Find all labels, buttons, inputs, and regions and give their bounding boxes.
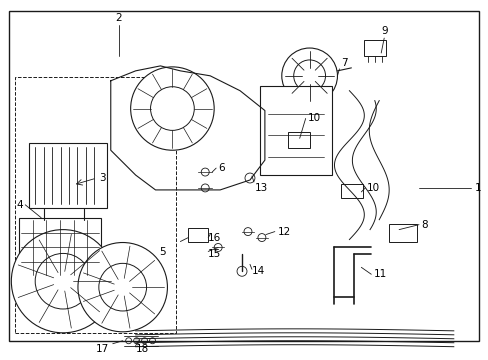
Bar	[260, 86, 331, 175]
Text: 13: 13	[254, 183, 267, 193]
Bar	[15, 77, 176, 333]
Text: 9: 9	[380, 26, 386, 36]
Text: 4: 4	[17, 200, 23, 210]
Bar	[19, 218, 101, 277]
Bar	[341, 184, 363, 198]
Circle shape	[244, 173, 254, 183]
Text: 14: 14	[251, 266, 264, 276]
Text: 8: 8	[420, 220, 427, 230]
Text: 3: 3	[99, 173, 105, 183]
Circle shape	[201, 168, 209, 176]
Text: 1: 1	[474, 183, 480, 193]
Text: 5: 5	[159, 247, 165, 257]
Bar	[364, 40, 386, 56]
Bar	[388, 224, 416, 242]
Text: 17: 17	[96, 344, 109, 354]
Text: 15: 15	[208, 249, 221, 260]
Circle shape	[11, 230, 115, 333]
Circle shape	[78, 243, 167, 332]
Circle shape	[201, 184, 209, 192]
Text: 18: 18	[135, 344, 148, 354]
Circle shape	[257, 234, 265, 242]
Text: 12: 12	[277, 226, 290, 237]
Circle shape	[214, 243, 222, 251]
Text: 6: 6	[218, 163, 224, 173]
Text: 2: 2	[115, 13, 122, 23]
Circle shape	[130, 67, 214, 150]
Text: 16: 16	[208, 233, 221, 243]
Circle shape	[281, 48, 337, 104]
Bar	[188, 228, 208, 242]
Text: 10: 10	[307, 113, 320, 123]
Bar	[287, 132, 309, 148]
Circle shape	[244, 228, 251, 235]
Text: 7: 7	[341, 58, 347, 68]
Bar	[29, 143, 106, 208]
Text: 10: 10	[366, 183, 380, 193]
Text: 11: 11	[373, 269, 386, 279]
